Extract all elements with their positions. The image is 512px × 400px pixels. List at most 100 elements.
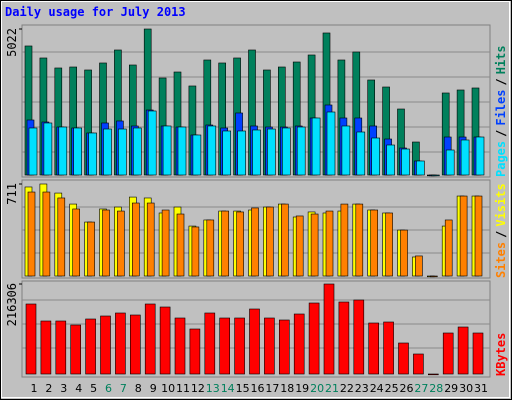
x-tick-label: 10 <box>161 382 175 395</box>
bar <box>133 127 142 176</box>
legend-entry: Hits <box>494 45 508 74</box>
bar <box>474 195 483 277</box>
bar <box>177 126 187 176</box>
bar <box>278 319 290 375</box>
bar <box>43 122 53 176</box>
bar <box>401 148 410 176</box>
bar <box>117 210 125 277</box>
bar <box>385 212 393 277</box>
bar <box>249 308 260 375</box>
bar <box>73 127 82 176</box>
bar <box>281 127 291 176</box>
bar <box>147 110 157 176</box>
x-tick-label: 29 <box>444 382 458 395</box>
bar <box>326 111 336 176</box>
bar <box>267 128 276 176</box>
x-tick-label: 18 <box>280 382 294 395</box>
bar <box>398 342 409 375</box>
x-tick-label: 30 <box>459 382 473 395</box>
bar <box>174 317 186 375</box>
x-tick-label: 8 <box>135 382 142 395</box>
bar <box>252 129 261 176</box>
legend-separator: / <box>494 130 508 137</box>
bar <box>356 131 366 176</box>
bar <box>236 211 244 277</box>
bar <box>442 332 454 375</box>
legend-entry: Sites <box>494 242 508 278</box>
bar <box>222 130 231 176</box>
x-tick-label: 12 <box>191 382 205 395</box>
x-tick-label: 21 <box>325 382 339 395</box>
x-tick-label: 20 <box>310 382 324 395</box>
x-tick-label: 11 <box>176 382 190 395</box>
bar <box>460 139 470 176</box>
bar <box>338 301 350 375</box>
bar <box>42 191 51 277</box>
bar <box>341 125 351 176</box>
bar <box>191 226 200 277</box>
bar <box>103 128 112 176</box>
bar <box>40 320 52 375</box>
x-tick-label: 13 <box>206 382 220 395</box>
bar <box>115 312 126 375</box>
x-tick-label: 2 <box>45 382 52 395</box>
bar <box>221 210 229 277</box>
x-tick-label: 5 <box>90 382 97 395</box>
bar <box>162 125 172 176</box>
bar <box>144 303 156 375</box>
bar <box>371 137 381 176</box>
bar <box>266 206 274 277</box>
x-tick-label: 3 <box>60 382 67 395</box>
bar <box>323 283 335 375</box>
bar <box>100 315 111 375</box>
bar <box>219 317 230 375</box>
bar <box>325 210 334 277</box>
bar <box>102 209 110 277</box>
bar <box>57 197 66 277</box>
bar <box>146 202 155 277</box>
bar <box>368 322 380 375</box>
x-tick-label: 9 <box>150 382 157 395</box>
bar <box>70 324 81 375</box>
x-tick-label: 14 <box>221 382 235 395</box>
bar <box>416 160 425 176</box>
bar <box>293 313 305 375</box>
bar <box>386 144 395 176</box>
bar <box>355 203 364 277</box>
bar <box>475 136 485 176</box>
y-tick-label: 216306 <box>5 283 19 326</box>
bar <box>192 134 202 176</box>
x-tick-label: 28 <box>429 382 443 395</box>
bar <box>58 126 68 176</box>
bar <box>280 203 289 277</box>
bar <box>161 209 170 277</box>
bar <box>429 275 438 278</box>
x-tick-label: 22 <box>340 382 354 395</box>
x-tick-label: 1 <box>31 382 38 395</box>
x-tick-label: 19 <box>295 382 309 395</box>
bar <box>72 208 80 277</box>
bar <box>251 207 259 277</box>
bar <box>237 130 246 176</box>
bar <box>189 328 201 375</box>
bar <box>457 326 469 375</box>
x-tick-label: 16 <box>251 382 265 395</box>
x-tick-label: 15 <box>236 382 250 395</box>
x-tick-label: 27 <box>414 382 428 395</box>
x-tick-label: 17 <box>265 382 279 395</box>
y-tick-label: 711 <box>5 183 19 205</box>
bar <box>88 132 97 176</box>
bar <box>353 299 365 375</box>
bar <box>176 213 185 277</box>
x-tick-label: 26 <box>400 382 414 395</box>
bar <box>207 125 217 176</box>
bar <box>264 317 275 375</box>
x-tick-label: 31 <box>474 382 488 395</box>
bar <box>206 219 215 277</box>
legend-entry: Files <box>494 90 508 126</box>
bar <box>310 213 319 277</box>
bar <box>383 321 394 375</box>
bar <box>55 320 67 375</box>
bar <box>87 221 95 277</box>
